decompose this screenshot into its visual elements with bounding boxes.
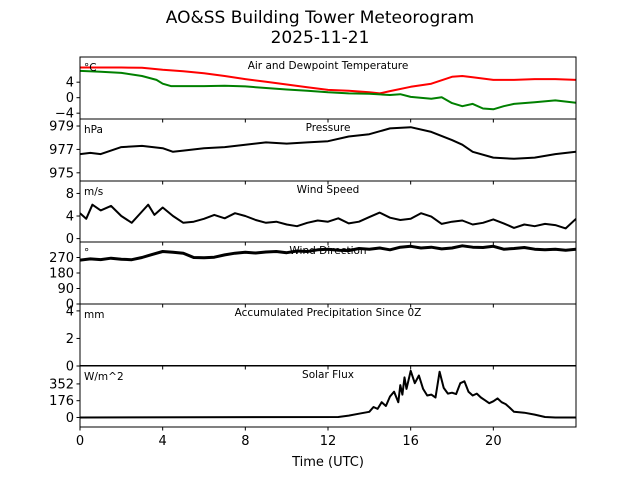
y-tick-label: 270: [49, 251, 74, 266]
series-line-wind-direction-0: [80, 244, 576, 262]
series-line-solar-flux-0: [80, 369, 576, 419]
x-tick-label: 16: [402, 434, 419, 449]
unit-label: m/s: [84, 186, 103, 198]
title-line-1: AO&SS Building Tower Meteorogram: [165, 8, 475, 28]
x-tick-label: 0: [76, 434, 84, 449]
x-tick-label: 4: [159, 434, 167, 449]
panel-title: Solar Flux: [302, 369, 354, 381]
x-tick-label: 20: [485, 434, 502, 449]
y-tick-label: 8: [66, 187, 74, 202]
x-axis-label: Time (UTC): [291, 455, 364, 470]
y-tick-label: 4: [66, 304, 74, 319]
series-line-temperature-0: [80, 66, 576, 95]
x-tick-label: 8: [241, 434, 249, 449]
panel-wind-speed: 8 4 0 m/s Wind Speed: [66, 180, 577, 247]
panel-title: Wind Direction: [289, 245, 366, 257]
y-tick-label: 180: [49, 267, 74, 282]
y-tick-label: 90: [57, 282, 74, 297]
y-tick-label: 0: [66, 360, 74, 375]
panel-pressure: 979 977 975 hPa Pressure: [49, 118, 577, 185]
series-line-pressure-0: [80, 126, 576, 160]
y-tick-label: 4: [66, 210, 74, 225]
y-tick-label: 0: [66, 298, 74, 313]
unit-label: °: [84, 247, 89, 259]
unit-label: mm: [84, 309, 104, 321]
y-tick-label: 0: [66, 91, 74, 106]
panel-temperature: 40−4 °C Air and Dewpoint Temperature: [55, 56, 577, 123]
y-tick-label: 979: [49, 120, 74, 135]
y-tick-label: 975: [49, 166, 74, 181]
y-tick-label: 0: [66, 232, 74, 247]
panel-title: Pressure: [306, 122, 351, 134]
y-tick-label: 176: [49, 394, 74, 409]
y-tick-label: 0: [66, 411, 74, 426]
y-tick-label: 977: [49, 143, 74, 158]
x-tick-label: 12: [320, 434, 337, 449]
y-tick-label: −4: [55, 107, 74, 122]
figure-title: AO&SS Building Tower Meteorogram 2025-11…: [0, 8, 640, 48]
unit-label: hPa: [84, 124, 103, 136]
title-line-2: 2025-11-21: [270, 28, 370, 48]
panel-title: Accumulated Precipitation Since 0Z: [235, 307, 422, 319]
panel-solar-flux: 352 176 0 W/m^2 Solar Flux: [49, 365, 577, 431]
y-tick-label: 2: [66, 332, 74, 347]
panel-title: Air and Dewpoint Temperature: [248, 60, 409, 72]
y-tick-label: 352: [49, 377, 74, 392]
panel-title: Wind Speed: [297, 184, 360, 196]
y-tick-label: 4: [66, 76, 74, 91]
panel-precipitation: 4 2 0 mm Accumulated Precipitation Since 0Z: [66, 303, 577, 375]
unit-label: W/m^2: [84, 371, 124, 383]
unit-label: °C: [84, 62, 97, 74]
series-line-temperature-1: [80, 69, 576, 111]
series-line-wind-speed-0: [80, 203, 576, 230]
